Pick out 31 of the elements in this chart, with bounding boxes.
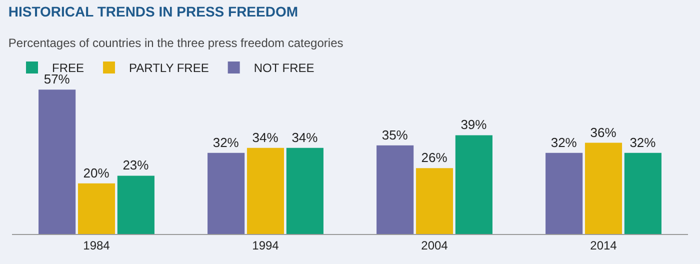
legend-label: PARTLY FREE — [129, 61, 209, 76]
data-label: 35% — [382, 127, 408, 142]
data-label: 23% — [122, 158, 150, 173]
chart-subtitle: Percentages of countries in the three press freedom categories — [8, 36, 344, 50]
data-label: 34% — [252, 130, 279, 145]
x-tick-label: 2004 — [421, 238, 448, 252]
data-label: 20% — [83, 165, 110, 180]
chart-title: HISTORICAL TRENDS IN PRESS FREEDOM — [8, 3, 298, 20]
bar — [286, 148, 324, 234]
bar — [78, 183, 116, 234]
data-label: 39% — [460, 117, 488, 132]
bar — [208, 152, 245, 234]
data-label: 26% — [421, 150, 448, 166]
data-label: 36% — [590, 124, 617, 140]
x-tick-label: 1984 — [83, 238, 110, 252]
bar — [455, 135, 492, 234]
bar — [624, 152, 662, 234]
bar — [416, 168, 454, 234]
bar — [584, 142, 622, 234]
data-label: 32% — [550, 134, 578, 150]
x-tick-label: 2014 — [590, 238, 618, 252]
data-label: 32% — [630, 134, 656, 150]
legend-label: NOT FREE — [254, 61, 314, 76]
data-label: 34% — [292, 130, 318, 145]
data-label: 32% — [212, 134, 240, 150]
x-tick-label: 1994 — [252, 238, 280, 252]
bar — [246, 148, 284, 234]
bar — [117, 176, 154, 234]
bar — [38, 90, 76, 234]
bar — [376, 145, 414, 234]
bar — [546, 152, 583, 234]
